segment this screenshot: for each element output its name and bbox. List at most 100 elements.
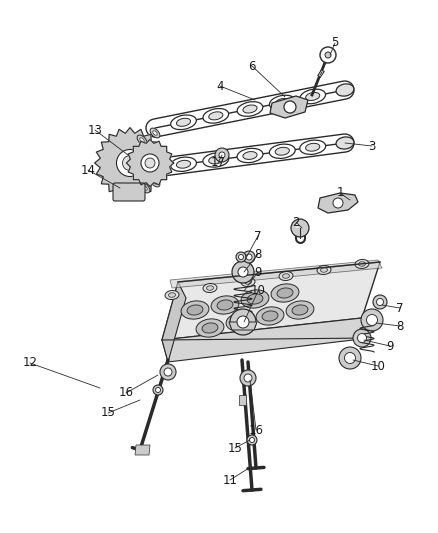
Circle shape [240, 370, 256, 386]
Ellipse shape [211, 296, 239, 314]
Ellipse shape [306, 143, 320, 151]
Ellipse shape [140, 138, 144, 142]
Text: 14: 14 [81, 164, 95, 176]
Text: 12: 12 [22, 357, 38, 369]
Polygon shape [162, 318, 370, 362]
Ellipse shape [247, 294, 263, 304]
Text: 10: 10 [251, 285, 265, 297]
Ellipse shape [283, 274, 290, 278]
Ellipse shape [277, 288, 293, 298]
Ellipse shape [359, 262, 365, 266]
Ellipse shape [148, 165, 158, 175]
Polygon shape [162, 282, 186, 362]
Ellipse shape [336, 84, 354, 96]
FancyBboxPatch shape [113, 183, 145, 201]
Circle shape [215, 148, 229, 162]
Ellipse shape [138, 173, 142, 177]
Circle shape [377, 298, 384, 305]
Ellipse shape [209, 112, 223, 120]
Text: 7: 7 [396, 302, 404, 314]
Ellipse shape [203, 109, 229, 123]
Ellipse shape [165, 290, 179, 300]
Circle shape [250, 438, 254, 442]
Ellipse shape [237, 102, 263, 116]
Ellipse shape [243, 105, 257, 113]
Ellipse shape [286, 301, 314, 319]
Polygon shape [229, 322, 257, 330]
Ellipse shape [143, 153, 147, 157]
Polygon shape [95, 127, 166, 198]
Text: 5: 5 [331, 36, 339, 50]
Circle shape [320, 47, 336, 63]
Circle shape [333, 198, 343, 208]
Ellipse shape [206, 286, 213, 290]
Ellipse shape [181, 301, 209, 319]
Ellipse shape [203, 284, 217, 293]
Ellipse shape [203, 153, 229, 167]
Ellipse shape [241, 290, 269, 308]
Polygon shape [318, 193, 358, 213]
Circle shape [361, 309, 383, 331]
Text: 10: 10 [371, 359, 385, 373]
Circle shape [345, 352, 356, 364]
Ellipse shape [237, 148, 263, 163]
Polygon shape [239, 395, 246, 405]
Ellipse shape [336, 137, 354, 149]
Ellipse shape [300, 89, 325, 104]
Text: 8: 8 [254, 247, 261, 261]
Ellipse shape [306, 92, 320, 101]
Circle shape [244, 374, 252, 382]
Circle shape [236, 252, 246, 262]
Circle shape [155, 387, 160, 392]
Ellipse shape [275, 99, 290, 107]
Ellipse shape [300, 140, 325, 155]
Ellipse shape [279, 271, 293, 280]
Text: 3: 3 [368, 140, 376, 152]
Ellipse shape [150, 177, 160, 187]
Text: 9: 9 [254, 265, 262, 279]
Ellipse shape [217, 300, 233, 310]
Ellipse shape [187, 305, 203, 315]
Ellipse shape [275, 147, 290, 155]
Ellipse shape [137, 135, 147, 145]
Circle shape [339, 347, 361, 369]
Ellipse shape [150, 128, 160, 138]
Polygon shape [270, 96, 308, 118]
Ellipse shape [177, 118, 191, 126]
Text: 11: 11 [223, 473, 237, 487]
Circle shape [353, 329, 371, 347]
Ellipse shape [208, 156, 223, 164]
Ellipse shape [151, 168, 155, 172]
Text: 16: 16 [119, 386, 134, 400]
Circle shape [247, 435, 257, 445]
Ellipse shape [140, 183, 150, 193]
Ellipse shape [321, 268, 328, 272]
Ellipse shape [171, 115, 196, 130]
Circle shape [325, 52, 331, 58]
Circle shape [291, 219, 309, 237]
Text: 2: 2 [292, 215, 300, 229]
Ellipse shape [292, 305, 308, 315]
Ellipse shape [153, 180, 157, 184]
Ellipse shape [244, 280, 251, 284]
Ellipse shape [177, 160, 191, 168]
Ellipse shape [153, 143, 163, 153]
Circle shape [141, 154, 159, 172]
Ellipse shape [169, 293, 176, 297]
Text: 13: 13 [88, 124, 102, 136]
Ellipse shape [196, 319, 224, 337]
Text: 9: 9 [386, 340, 394, 352]
Ellipse shape [269, 144, 295, 158]
Text: 6: 6 [248, 60, 256, 72]
Circle shape [357, 334, 367, 343]
Ellipse shape [135, 170, 145, 180]
Circle shape [295, 223, 300, 228]
Ellipse shape [262, 311, 278, 321]
Polygon shape [135, 445, 150, 455]
Ellipse shape [170, 157, 196, 172]
Text: 17: 17 [211, 157, 226, 169]
Ellipse shape [241, 278, 255, 287]
Circle shape [164, 368, 172, 376]
Circle shape [284, 101, 296, 113]
Polygon shape [170, 260, 382, 288]
